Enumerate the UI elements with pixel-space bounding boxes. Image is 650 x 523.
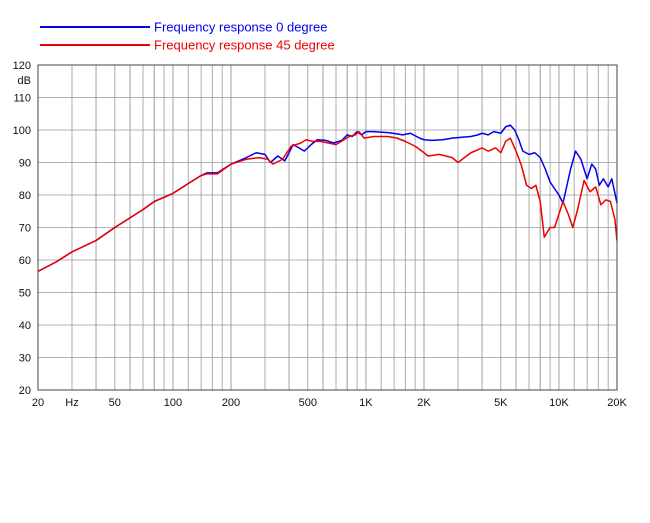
legend-label-0-degree: Frequency response 0 degree bbox=[154, 20, 327, 35]
series-line-45-degree bbox=[37, 130, 618, 273]
x-tick-label-100: 100 bbox=[164, 397, 182, 409]
x-axis-tick-labels: 20 Hz 50 100 200 500 1K 2K 5K 10K 20K bbox=[32, 397, 628, 409]
axes bbox=[37, 64, 618, 391]
y-tick-label-40: 40 bbox=[19, 320, 31, 332]
y-axis-unit-label: dB bbox=[18, 75, 31, 87]
y-tick-label-120: 120 bbox=[13, 60, 31, 72]
y-tick-label-80: 80 bbox=[19, 190, 31, 202]
y-tick-label-100: 100 bbox=[13, 125, 31, 137]
series-layer bbox=[37, 124, 618, 273]
y-tick-label-60: 60 bbox=[19, 255, 31, 267]
y-tick-label-30: 30 bbox=[19, 353, 31, 365]
y-tick-label-110: 110 bbox=[13, 93, 31, 105]
x-tick-label-20K: 20K bbox=[607, 397, 627, 409]
x-tick-label-500: 500 bbox=[299, 397, 317, 409]
y-tick-label-50: 50 bbox=[19, 288, 31, 300]
y-tick-label-20: 20 bbox=[19, 385, 31, 397]
x-tick-label-5K: 5K bbox=[494, 397, 508, 409]
legend-label-45-degree: Frequency response 45 degree bbox=[154, 38, 335, 53]
y-tick-label-70: 70 bbox=[19, 223, 31, 235]
y-axis-tick-labels: 20 30 40 50 60 70 80 90 100 110 120 bbox=[13, 60, 31, 397]
x-tick-label-Hz: Hz bbox=[65, 397, 78, 409]
x-tick-label-20: 20 bbox=[32, 397, 44, 409]
x-tick-label-200: 200 bbox=[222, 397, 240, 409]
x-tick-label-2K: 2K bbox=[417, 397, 431, 409]
y-tick-label-90: 90 bbox=[19, 158, 31, 170]
plot-frame bbox=[37, 64, 618, 391]
x-tick-label-10K: 10K bbox=[549, 397, 569, 409]
x-tick-label-50: 50 bbox=[109, 397, 121, 409]
legend: Frequency response 0 degree Frequency re… bbox=[40, 20, 335, 53]
series-line-0-degree bbox=[37, 124, 618, 273]
x-tick-label-1K: 1K bbox=[359, 397, 373, 409]
